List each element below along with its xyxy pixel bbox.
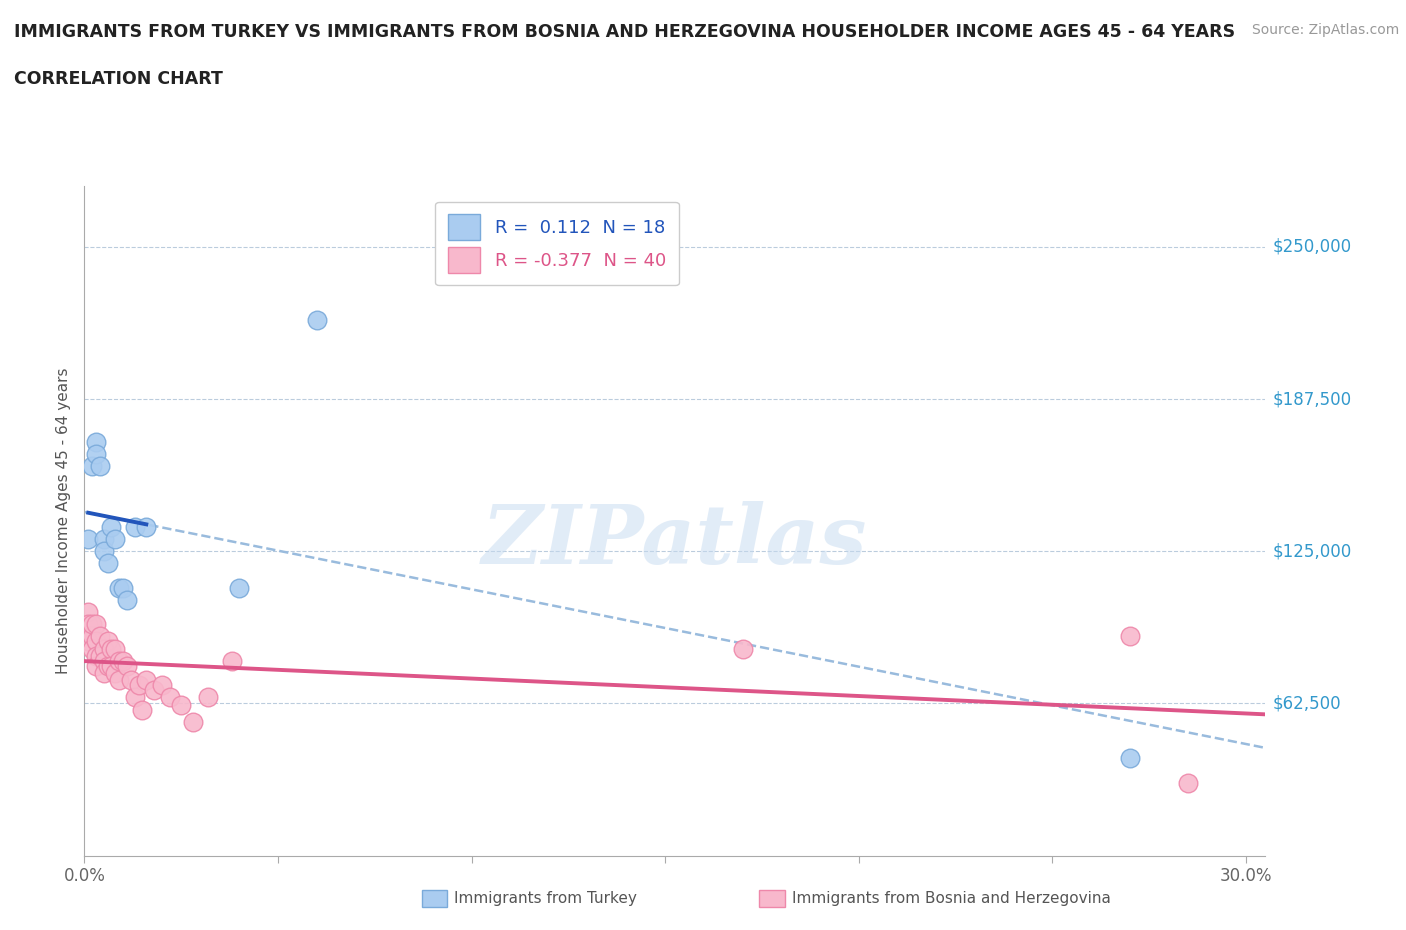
- Point: [89, 458, 111, 473]
- Point: [108, 672, 131, 687]
- Text: CORRELATION CHART: CORRELATION CHART: [14, 70, 224, 87]
- Point: [115, 592, 138, 607]
- Point: [1119, 629, 1142, 644]
- Point: [93, 532, 115, 547]
- Point: [124, 520, 146, 535]
- Point: [84, 617, 107, 631]
- Point: [93, 654, 115, 669]
- Text: Immigrants from Turkey: Immigrants from Turkey: [454, 891, 637, 906]
- Legend: R =  0.112  N = 18, R = -0.377  N = 40: R = 0.112 N = 18, R = -0.377 N = 40: [434, 202, 679, 286]
- Point: [82, 458, 104, 473]
- Point: [97, 658, 120, 673]
- Point: [135, 672, 157, 687]
- Point: [221, 654, 243, 669]
- Point: [82, 617, 104, 631]
- Point: [143, 683, 166, 698]
- Point: [100, 641, 122, 656]
- Point: [124, 690, 146, 705]
- Point: [84, 634, 107, 649]
- Point: [1177, 775, 1199, 790]
- Point: [1119, 751, 1142, 765]
- Text: Immigrants from Bosnia and Herzegovina: Immigrants from Bosnia and Herzegovina: [792, 891, 1111, 906]
- Text: Source: ZipAtlas.com: Source: ZipAtlas.com: [1251, 23, 1399, 37]
- Point: [89, 648, 111, 663]
- Point: [128, 678, 150, 693]
- Text: IMMIGRANTS FROM TURKEY VS IMMIGRANTS FROM BOSNIA AND HERZEGOVINA HOUSEHOLDER INC: IMMIGRANTS FROM TURKEY VS IMMIGRANTS FRO…: [14, 23, 1236, 41]
- Point: [77, 617, 100, 631]
- Point: [104, 532, 127, 547]
- Point: [181, 714, 204, 729]
- Text: $250,000: $250,000: [1272, 238, 1351, 256]
- Point: [89, 629, 111, 644]
- Point: [108, 654, 131, 669]
- Point: [84, 648, 107, 663]
- Point: [305, 312, 328, 327]
- Point: [120, 672, 142, 687]
- Point: [97, 634, 120, 649]
- Point: [228, 580, 250, 595]
- Point: [150, 678, 173, 693]
- Point: [84, 658, 107, 673]
- Y-axis label: Householder Income Ages 45 - 64 years: Householder Income Ages 45 - 64 years: [56, 367, 72, 674]
- Point: [82, 641, 104, 656]
- Point: [77, 532, 100, 547]
- Text: $187,500: $187,500: [1272, 390, 1351, 408]
- Point: [159, 690, 181, 705]
- Point: [104, 641, 127, 656]
- Point: [100, 658, 122, 673]
- Point: [84, 446, 107, 461]
- Point: [82, 629, 104, 644]
- Point: [170, 698, 193, 712]
- Text: $125,000: $125,000: [1272, 542, 1351, 560]
- Point: [84, 434, 107, 449]
- Point: [104, 666, 127, 681]
- Point: [197, 690, 219, 705]
- Point: [115, 658, 138, 673]
- Point: [93, 666, 115, 681]
- Point: [93, 641, 115, 656]
- Point: [112, 580, 135, 595]
- Point: [100, 520, 122, 535]
- Text: ZIPatlas: ZIPatlas: [482, 501, 868, 581]
- Point: [97, 556, 120, 571]
- Point: [731, 641, 754, 656]
- Point: [77, 604, 100, 619]
- Point: [135, 520, 157, 535]
- Point: [93, 544, 115, 559]
- Text: $62,500: $62,500: [1272, 695, 1341, 712]
- Point: [112, 654, 135, 669]
- Point: [108, 580, 131, 595]
- Point: [131, 702, 153, 717]
- Point: [77, 634, 100, 649]
